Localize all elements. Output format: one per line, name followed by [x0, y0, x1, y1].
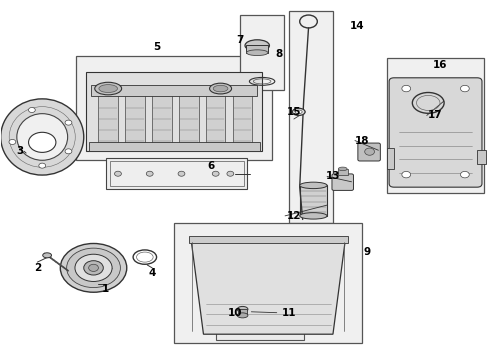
Bar — [189, 235, 347, 243]
Bar — [110, 161, 244, 186]
Text: 3: 3 — [17, 146, 24, 156]
Ellipse shape — [95, 82, 122, 95]
Bar — [238, 309, 247, 315]
Text: 17: 17 — [428, 111, 443, 121]
Bar — [216, 288, 304, 339]
FancyBboxPatch shape — [389, 78, 482, 187]
FancyBboxPatch shape — [332, 174, 353, 190]
Circle shape — [178, 171, 185, 176]
Bar — [106, 158, 247, 189]
Text: 11: 11 — [282, 308, 296, 318]
Text: 13: 13 — [326, 171, 340, 181]
Text: 15: 15 — [287, 107, 301, 117]
Ellipse shape — [99, 85, 118, 93]
Ellipse shape — [213, 85, 228, 92]
Ellipse shape — [17, 114, 68, 160]
Ellipse shape — [245, 40, 270, 51]
Bar — [125, 94, 145, 144]
Circle shape — [402, 85, 411, 92]
Bar — [338, 169, 347, 175]
Ellipse shape — [293, 108, 305, 116]
Bar — [206, 94, 225, 144]
Bar — [387, 58, 485, 193]
Circle shape — [67, 248, 121, 288]
Bar — [300, 185, 327, 216]
Circle shape — [402, 171, 411, 178]
Circle shape — [9, 139, 16, 144]
Circle shape — [28, 108, 35, 113]
Text: 18: 18 — [355, 136, 369, 145]
Text: 5: 5 — [153, 42, 161, 52]
Text: 14: 14 — [350, 21, 365, 31]
Ellipse shape — [237, 306, 248, 312]
Circle shape — [147, 171, 153, 176]
Circle shape — [365, 148, 374, 155]
Text: 7: 7 — [237, 35, 244, 45]
Ellipse shape — [300, 182, 327, 189]
Ellipse shape — [0, 99, 84, 175]
Ellipse shape — [237, 313, 248, 318]
Circle shape — [65, 120, 72, 125]
Circle shape — [39, 163, 46, 168]
Circle shape — [227, 171, 234, 176]
Text: 10: 10 — [228, 308, 243, 318]
Ellipse shape — [300, 213, 327, 219]
Bar — [76, 56, 272, 160]
Circle shape — [461, 171, 469, 178]
Bar — [477, 149, 486, 164]
Circle shape — [75, 254, 112, 282]
Circle shape — [84, 261, 103, 275]
Circle shape — [89, 264, 98, 271]
Circle shape — [60, 243, 127, 292]
FancyBboxPatch shape — [358, 143, 380, 161]
Ellipse shape — [295, 110, 302, 114]
Bar — [240, 15, 284, 90]
Bar — [98, 94, 118, 144]
Polygon shape — [86, 72, 262, 151]
Polygon shape — [191, 241, 345, 334]
Bar — [246, 45, 268, 53]
Text: 1: 1 — [102, 284, 109, 294]
Bar — [174, 223, 362, 343]
Text: 16: 16 — [433, 60, 448, 70]
Circle shape — [65, 149, 72, 154]
Circle shape — [461, 85, 469, 92]
Circle shape — [28, 132, 56, 152]
Text: 12: 12 — [287, 211, 301, 221]
Text: 4: 4 — [148, 268, 156, 278]
Circle shape — [212, 171, 219, 176]
Bar — [89, 142, 260, 151]
Bar — [233, 94, 252, 144]
Text: 6: 6 — [207, 161, 215, 171]
Text: 2: 2 — [34, 263, 41, 273]
Bar — [152, 94, 171, 144]
Ellipse shape — [210, 83, 232, 94]
Bar — [387, 148, 394, 169]
Ellipse shape — [246, 50, 268, 55]
Bar — [179, 94, 198, 144]
Ellipse shape — [338, 167, 347, 171]
Ellipse shape — [43, 253, 51, 258]
Text: 9: 9 — [364, 247, 371, 257]
Text: 8: 8 — [275, 49, 283, 59]
Bar — [91, 85, 257, 96]
Bar — [289, 12, 333, 223]
Circle shape — [115, 171, 122, 176]
